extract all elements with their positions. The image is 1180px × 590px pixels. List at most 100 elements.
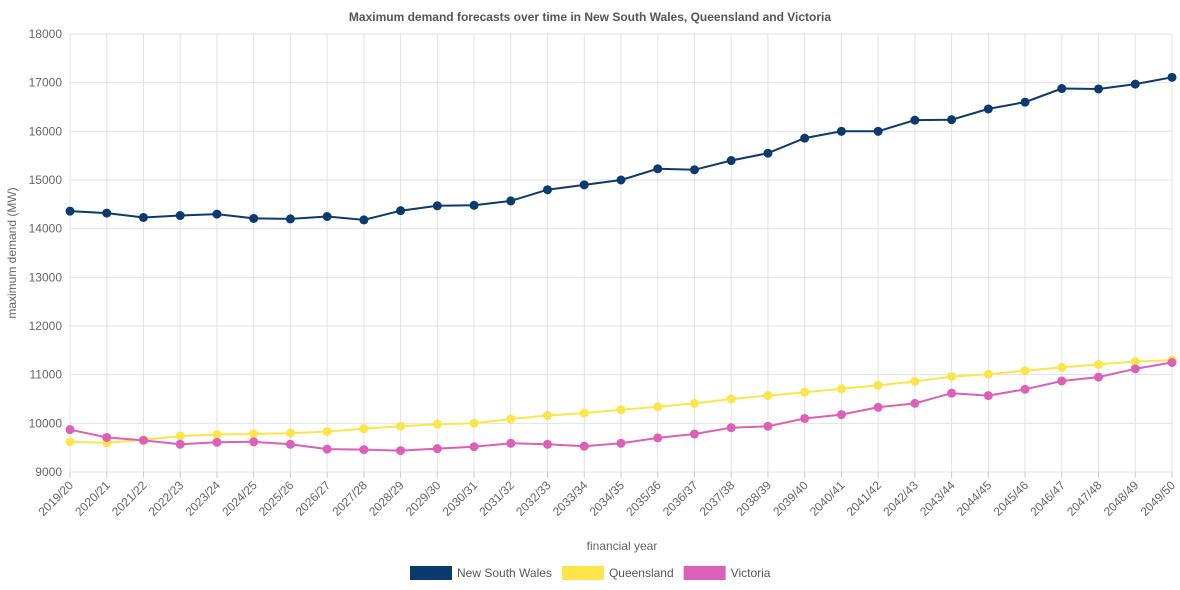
data-point[interactable] — [1167, 72, 1177, 82]
data-point[interactable] — [910, 398, 920, 408]
data-point[interactable] — [543, 411, 553, 421]
data-point[interactable] — [763, 421, 773, 431]
data-point[interactable] — [616, 175, 626, 185]
data-point[interactable] — [653, 402, 663, 412]
data-point[interactable] — [506, 438, 516, 448]
data-point[interactable] — [726, 394, 736, 404]
y-tick-label: 15000 — [29, 173, 63, 187]
data-point[interactable] — [689, 398, 699, 408]
data-point[interactable] — [396, 446, 406, 456]
data-point[interactable] — [1094, 359, 1104, 369]
data-point[interactable] — [396, 421, 406, 431]
data-point[interactable] — [359, 424, 369, 434]
data-point[interactable] — [1020, 384, 1030, 394]
data-point[interactable] — [469, 418, 479, 428]
data-point[interactable] — [836, 410, 846, 420]
legend-item[interactable]: Queensland — [561, 566, 674, 580]
data-point[interactable] — [506, 414, 516, 424]
data-point[interactable] — [579, 180, 589, 190]
data-point[interactable] — [800, 413, 810, 423]
data-point[interactable] — [1057, 362, 1067, 372]
data-point[interactable] — [910, 376, 920, 386]
x-tick-label: 2037/38 — [697, 478, 738, 519]
data-point[interactable] — [285, 214, 295, 224]
data-point[interactable] — [322, 444, 332, 454]
data-point[interactable] — [1130, 79, 1140, 89]
data-point[interactable] — [983, 104, 993, 114]
data-point[interactable] — [506, 196, 516, 206]
data-point[interactable] — [763, 148, 773, 158]
legend-item[interactable]: New South Wales — [410, 566, 552, 580]
data-point[interactable] — [212, 437, 222, 447]
data-point[interactable] — [873, 380, 883, 390]
data-point[interactable] — [1094, 372, 1104, 382]
data-point[interactable] — [469, 200, 479, 210]
data-point[interactable] — [1167, 358, 1177, 367]
data-point[interactable] — [1094, 84, 1104, 94]
data-point[interactable] — [285, 439, 295, 449]
data-point[interactable] — [432, 444, 442, 454]
data-point[interactable] — [800, 387, 810, 397]
data-point[interactable] — [1130, 364, 1140, 374]
data-point[interactable] — [616, 405, 626, 415]
data-point[interactable] — [1020, 97, 1030, 107]
data-point[interactable] — [947, 388, 957, 398]
data-point[interactable] — [396, 206, 406, 216]
data-point[interactable] — [983, 391, 993, 401]
data-point[interactable] — [322, 427, 332, 437]
data-point[interactable] — [138, 212, 148, 222]
data-point[interactable] — [689, 165, 699, 175]
legend-item[interactable]: Victoria — [683, 566, 771, 580]
data-point[interactable] — [212, 430, 222, 440]
data-point[interactable] — [653, 164, 663, 174]
data-point[interactable] — [763, 391, 773, 401]
data-point[interactable] — [249, 429, 259, 439]
data-point[interactable] — [800, 133, 810, 143]
data-point[interactable] — [726, 423, 736, 433]
data-point[interactable] — [543, 185, 553, 195]
data-point[interactable] — [983, 369, 993, 379]
data-point[interactable] — [689, 429, 699, 439]
data-point[interactable] — [1020, 366, 1030, 376]
data-point[interactable] — [432, 419, 442, 429]
data-point[interactable] — [102, 208, 112, 218]
data-point[interactable] — [285, 428, 295, 438]
data-point[interactable] — [138, 435, 148, 445]
data-point[interactable] — [726, 156, 736, 166]
data-point[interactable] — [873, 402, 883, 412]
data-point[interactable] — [1130, 357, 1140, 367]
data-point[interactable] — [947, 372, 957, 382]
data-point[interactable] — [873, 126, 883, 136]
data-point[interactable] — [175, 211, 185, 221]
x-tick-label: 2040/41 — [807, 478, 848, 519]
data-point[interactable] — [212, 209, 222, 219]
data-point[interactable] — [432, 201, 442, 211]
data-point[interactable] — [102, 432, 112, 442]
data-point[interactable] — [249, 437, 259, 447]
data-point[interactable] — [249, 213, 259, 223]
y-tick-label: 17000 — [29, 76, 63, 90]
data-point[interactable] — [65, 425, 75, 435]
data-point[interactable] — [1057, 84, 1067, 94]
data-point[interactable] — [65, 437, 75, 447]
data-point[interactable] — [469, 442, 479, 452]
data-point[interactable] — [947, 115, 957, 125]
data-point[interactable] — [653, 433, 663, 443]
data-point[interactable] — [910, 115, 920, 125]
data-point[interactable] — [836, 126, 846, 136]
data-point[interactable] — [836, 384, 846, 394]
data-point[interactable] — [175, 439, 185, 449]
data-point[interactable] — [579, 408, 589, 418]
data-point[interactable] — [65, 206, 75, 216]
data-point[interactable] — [359, 215, 369, 225]
data-point[interactable] — [359, 445, 369, 455]
data-point[interactable] — [322, 212, 332, 221]
x-tick-label: 2039/40 — [770, 478, 811, 519]
data-point[interactable] — [616, 438, 626, 448]
data-point[interactable] — [1057, 376, 1067, 386]
data-point[interactable] — [175, 431, 185, 441]
y-axis-label: maximum demand (MW) — [5, 187, 19, 318]
x-tick-label: 2045/46 — [991, 478, 1032, 519]
data-point[interactable] — [543, 439, 553, 449]
data-point[interactable] — [579, 441, 589, 451]
